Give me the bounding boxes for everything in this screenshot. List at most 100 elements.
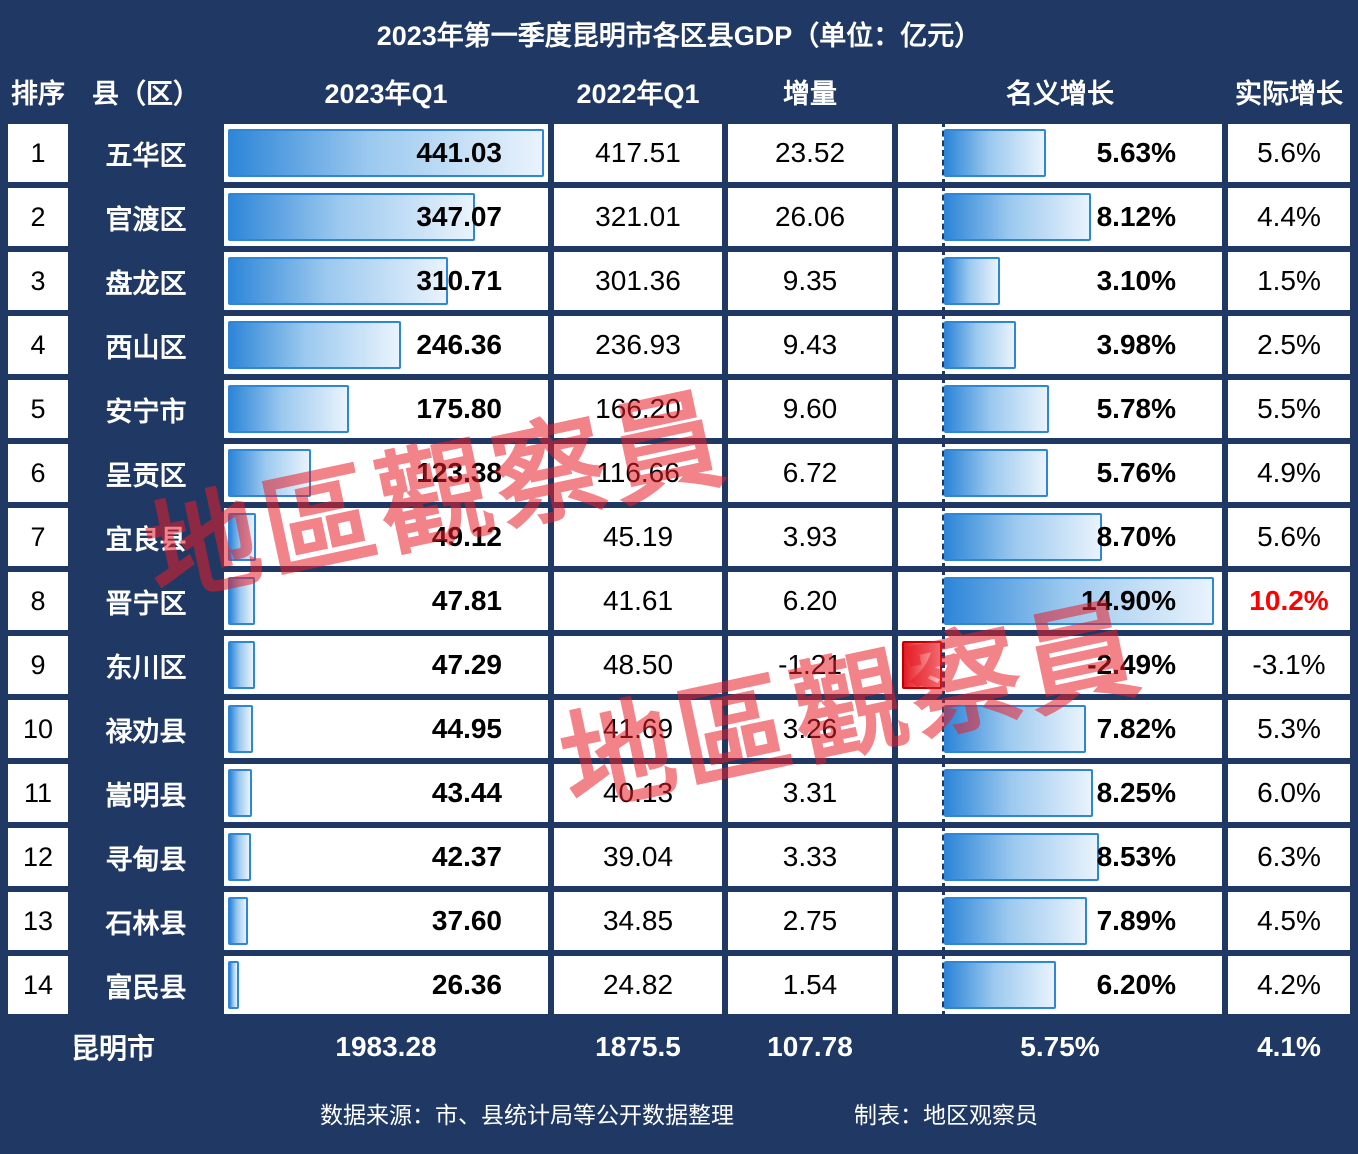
real-growth-cell: 5.5%: [1228, 380, 1350, 438]
gdp-bar: [228, 897, 248, 945]
nominal-growth-bar: [944, 449, 1049, 497]
rank-cell: 4: [8, 316, 68, 374]
total-real: 4.1%: [1228, 1020, 1350, 1074]
gdp-2023-cell: 47.29: [224, 636, 548, 694]
real-growth-cell: 4.4%: [1228, 188, 1350, 246]
gdp-2023-value: 49.12: [431, 521, 502, 552]
zero-axis-line: [942, 761, 945, 825]
nominal-growth-bar: [944, 257, 1001, 305]
zero-axis-line: [942, 249, 945, 313]
gdp-2023-cell: 123.38: [224, 444, 548, 502]
gdp-2023-value: 246.36: [416, 329, 502, 360]
gdp-2023-value: 43.44: [431, 777, 502, 808]
gdp-2022-cell: 236.93: [554, 316, 722, 374]
nominal-growth-value: 8.53%: [1096, 841, 1176, 872]
county-cell: 官渡区: [74, 188, 218, 246]
gdp-bar: [228, 129, 544, 177]
delta-cell: 6.72: [728, 444, 892, 502]
rank-cell: 3: [8, 252, 68, 310]
zero-axis-line: [942, 505, 945, 569]
nominal-growth-bar: [944, 385, 1049, 433]
gdp-2022-cell: 39.04: [554, 828, 722, 886]
col-header-county: 县（区）: [74, 64, 218, 118]
delta-cell: 26.06: [728, 188, 892, 246]
gdp-2023-value: 47.81: [431, 585, 502, 616]
nominal-growth-bar: [944, 769, 1094, 817]
col-header-delta: 增量: [728, 64, 892, 118]
gdp-2023-cell: 42.37: [224, 828, 548, 886]
county-cell: 五华区: [74, 124, 218, 182]
real-growth-cell: -3.1%: [1228, 636, 1350, 694]
nominal-growth-value: 7.89%: [1096, 905, 1176, 936]
county-cell: 嵩明县: [74, 764, 218, 822]
nominal-growth-value: 6.20%: [1096, 969, 1176, 1000]
nominal-growth-value: 7.82%: [1096, 713, 1176, 744]
gdp-2023-value: 47.29: [431, 649, 502, 680]
nominal-growth-cell: 6.20%: [898, 953, 1222, 1017]
nominal-growth-value: 14.90%: [1081, 585, 1176, 616]
delta-cell: 9.43: [728, 316, 892, 374]
gdp-bar: [228, 321, 401, 369]
real-growth-cell: 5.3%: [1228, 700, 1350, 758]
county-cell: 晋宁区: [74, 572, 218, 630]
gdp-2023-cell: 47.81: [224, 572, 548, 630]
nominal-growth-value: 5.76%: [1096, 457, 1176, 488]
nominal-growth-cell: 14.90%: [898, 569, 1222, 633]
zero-axis-line: [942, 441, 945, 505]
gdp-2023-cell: 175.80: [224, 380, 548, 438]
zero-axis-line: [942, 569, 945, 633]
col-header-nominal: 名义增长: [898, 64, 1222, 118]
real-growth-cell: 1.5%: [1228, 252, 1350, 310]
delta-cell: 3.33: [728, 828, 892, 886]
gdp-2023-value: 26.36: [431, 969, 502, 1000]
col-header-2023q1: 2023年Q1: [224, 64, 548, 118]
zero-axis-line: [942, 377, 945, 441]
delta-cell: 9.60: [728, 380, 892, 438]
nominal-growth-bar: [944, 833, 1099, 881]
rank-cell: 5: [8, 380, 68, 438]
real-growth-cell: 5.6%: [1228, 124, 1350, 182]
gdp-2022-cell: 48.50: [554, 636, 722, 694]
rank-cell: 14: [8, 956, 68, 1014]
gdp-2023-cell: 49.12: [224, 508, 548, 566]
nominal-growth-cell: 3.98%: [898, 313, 1222, 377]
nominal-growth-value: 8.70%: [1096, 521, 1176, 552]
delta-cell: 23.52: [728, 124, 892, 182]
zero-axis-line: [942, 697, 945, 761]
col-header-real: 实际增长: [1228, 64, 1350, 118]
real-growth-cell: 4.5%: [1228, 892, 1350, 950]
gdp-2022-cell: 116.66: [554, 444, 722, 502]
total-row-label: 昆明市: [8, 1020, 218, 1074]
rank-cell: 1: [8, 124, 68, 182]
zero-axis-line: [942, 889, 945, 953]
nominal-growth-cell: 8.70%: [898, 505, 1222, 569]
nominal-growth-bar: [944, 193, 1092, 241]
county-cell: 宜良县: [74, 508, 218, 566]
nominal-growth-bar: [944, 129, 1047, 177]
nominal-growth-value: 5.78%: [1096, 393, 1176, 424]
county-cell: 呈贡区: [74, 444, 218, 502]
rank-cell: 10: [8, 700, 68, 758]
delta-cell: 2.75: [728, 892, 892, 950]
delta-cell: -1.21: [728, 636, 892, 694]
nominal-growth-cell: 3.10%: [898, 249, 1222, 313]
real-growth-cell: 6.3%: [1228, 828, 1350, 886]
delta-cell: 9.35: [728, 252, 892, 310]
real-growth-cell: 10.2%: [1228, 572, 1350, 630]
nominal-growth-cell: 8.12%: [898, 185, 1222, 249]
gdp-2023-value: 441.03: [416, 137, 502, 168]
nominal-growth-value: 8.12%: [1096, 201, 1176, 232]
gdp-2022-cell: 24.82: [554, 956, 722, 1014]
gdp-bar: [228, 385, 350, 433]
county-cell: 石林县: [74, 892, 218, 950]
county-cell: 西山区: [74, 316, 218, 374]
rank-cell: 6: [8, 444, 68, 502]
col-header-2022q1: 2022年Q1: [554, 64, 722, 118]
gdp-2023-cell: 26.36: [224, 956, 548, 1014]
gdp-bar: [228, 577, 256, 625]
gdp-2022-cell: 166.20: [554, 380, 722, 438]
zero-axis-line: [942, 313, 945, 377]
gdp-2023-value: 37.60: [431, 905, 502, 936]
delta-cell: 3.31: [728, 764, 892, 822]
nominal-growth-cell: 8.53%: [898, 825, 1222, 889]
